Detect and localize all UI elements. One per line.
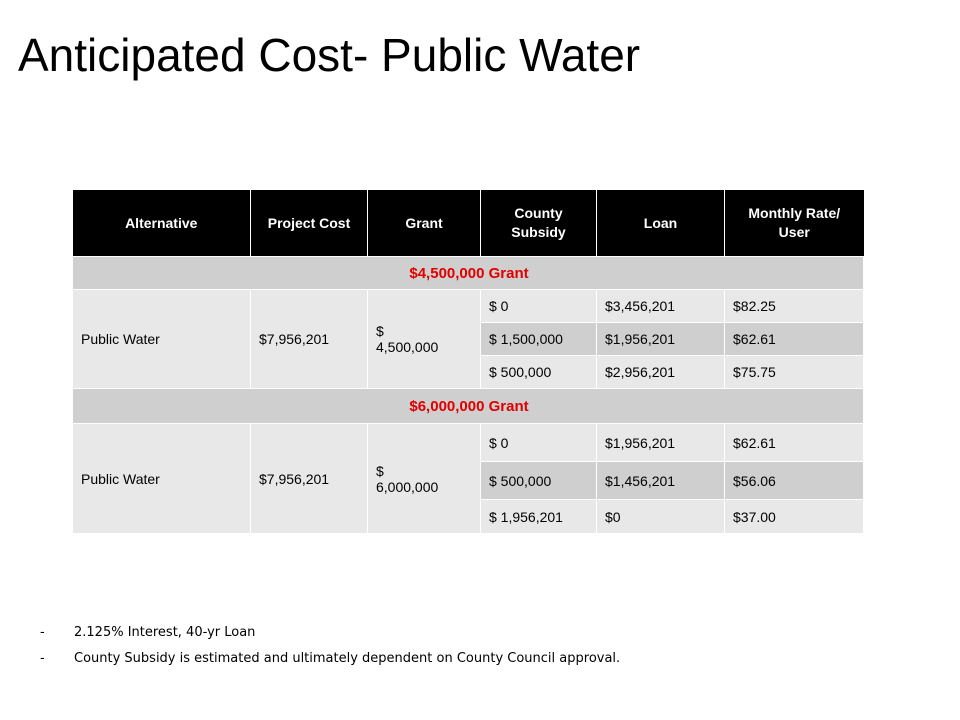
table-row: $ 1,500,000 $1,956,201 $62.61 [73, 322, 864, 356]
footnote-text: 2.125% Interest, 40-yr Loan [74, 625, 256, 640]
table-header-row: Alternative Project Cost Grant County Su… [72, 190, 864, 257]
rate-cell: $37.00 [724, 499, 864, 534]
group-row-6000000: $6,000,000 Grant [72, 388, 864, 424]
alternative-cell: Public Water [72, 289, 251, 389]
grant-cell: $ 6,000,000 [367, 423, 481, 534]
rate-cell: $56.06 [724, 461, 864, 500]
subsidy-cell: $ 500,000 [480, 355, 597, 389]
subsidy-cell: $ 1,956,201 [480, 499, 597, 534]
header-monthly-rate: Monthly Rate/ User [724, 190, 864, 257]
table-row: Public Water $7,956,201 $ 4,500,000 $ 0 … [72, 289, 864, 389]
loan-cell: $1,956,201 [596, 322, 725, 356]
rate-cell: $75.75 [724, 355, 864, 389]
cost-table: Alternative Project Cost Grant County Su… [72, 190, 864, 534]
rate-cell: $62.61 [724, 322, 864, 356]
subsidy-cell: $ 1,500,000 [480, 322, 597, 356]
subsidy-cell: $ 0 [480, 289, 597, 323]
table-row: Public Water $7,956,201 $ 6,000,000 $ 0 … [72, 423, 864, 534]
table-row: $ 500,000 $1,456,201 $56.06 [73, 461, 864, 500]
alternative-cell: Public Water [72, 423, 251, 534]
loan-cell: $3,456,201 [596, 289, 725, 323]
loan-cell: $1,956,201 [596, 423, 725, 462]
table-row: $ 500,000 $2,956,201 $75.75 [73, 355, 864, 389]
group-label: $6,000,000 Grant [72, 388, 864, 424]
group-row-4500000: $4,500,000 Grant [72, 256, 864, 290]
header-county-subsidy: County Subsidy [480, 190, 597, 257]
grant-currency: $ [376, 462, 384, 479]
header-alternative: Alternative [72, 190, 251, 257]
slide-title: Anticipated Cost- Public Water [18, 29, 641, 81]
grant-currency: $ [376, 323, 384, 339]
project-cost-cell: $7,956,201 [250, 423, 368, 534]
project-cost-cell: $7,956,201 [250, 289, 368, 389]
rate-cell: $62.61 [724, 423, 864, 462]
rate-cell: $82.25 [724, 289, 864, 323]
loan-cell: $0 [596, 499, 725, 534]
header-grant: Grant [367, 190, 481, 257]
header-loan: Loan [596, 190, 725, 257]
footnote-bullet: - [40, 625, 45, 640]
group-label: $4,500,000 Grant [72, 256, 864, 290]
grant-amount: 4,500,000 [376, 339, 439, 355]
loan-cell: $2,956,201 [596, 355, 725, 389]
table-row: $ 1,956,201 $0 $37.00 [73, 499, 864, 534]
loan-cell: $1,456,201 [596, 461, 725, 500]
subsidy-cell: $ 500,000 [480, 461, 597, 500]
header-project-cost: Project Cost [250, 190, 368, 257]
footnote-text: County Subsidy is estimated and ultimate… [74, 651, 621, 666]
grant-cell: $ 4,500,000 [367, 289, 481, 389]
grant-amount: 6,000,000 [376, 478, 439, 495]
subsidy-cell: $ 0 [480, 423, 597, 462]
footnote-bullet: - [40, 651, 45, 666]
